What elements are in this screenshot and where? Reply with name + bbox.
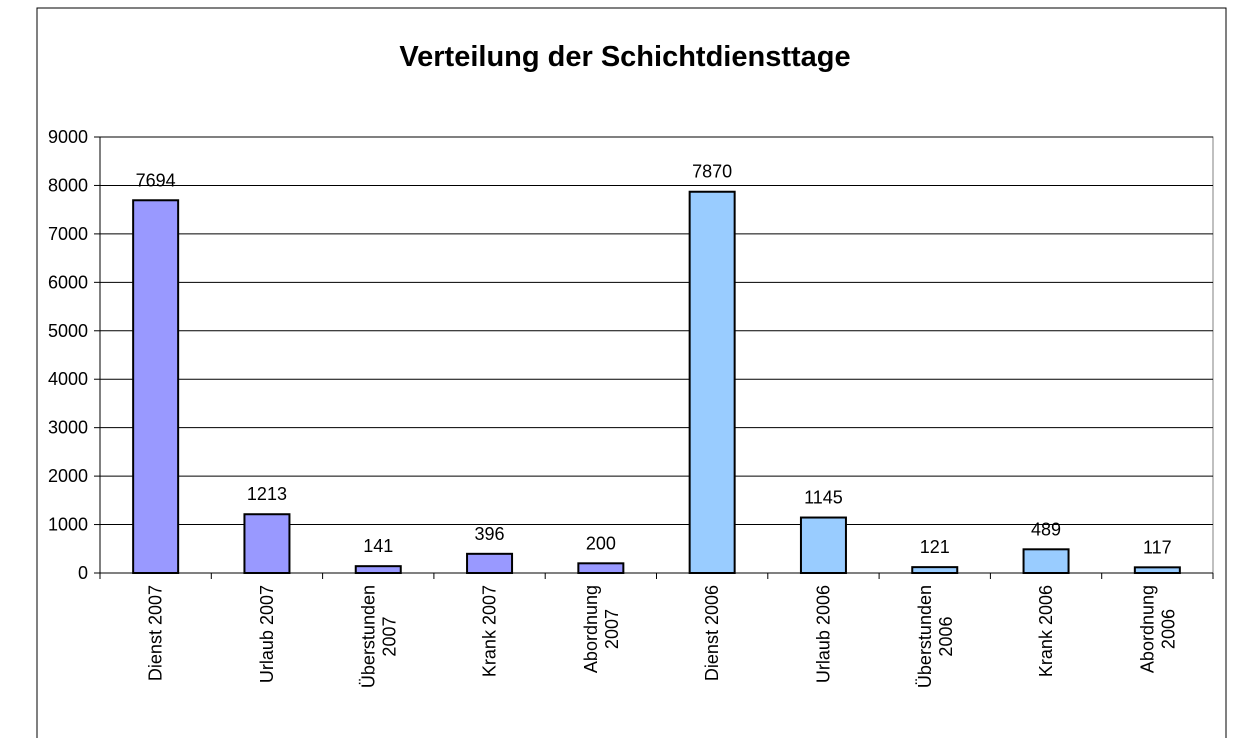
y-tick-label: 4000 — [48, 369, 88, 389]
bar — [911, 566, 959, 575]
value-label: 121 — [920, 537, 950, 557]
bar — [799, 516, 847, 575]
value-label: 1213 — [247, 484, 287, 504]
x-tick-label-line: 2006 — [1158, 609, 1178, 649]
y-tick-label: 0 — [78, 563, 88, 583]
value-label: 1145 — [804, 488, 843, 508]
x-tick-label-group: Urlaub 2006 — [813, 585, 833, 683]
x-tick-label: Überstunden2006 — [915, 585, 956, 688]
x-tick-label: Urlaub 2007 — [257, 585, 277, 683]
x-tick-label-group: Dienst 2006 — [702, 585, 722, 681]
x-tick-label-group: Krank 2006 — [1036, 585, 1056, 677]
x-tick-label: Dienst 2007 — [146, 585, 166, 681]
y-tick-label: 9000 — [48, 127, 88, 147]
bar — [466, 552, 514, 574]
bar — [243, 513, 291, 574]
x-tick-label: Abordnung2006 — [1137, 585, 1178, 673]
x-tick-label-line: Überstunden — [915, 585, 935, 688]
bar — [354, 565, 402, 574]
y-tick-label: 3000 — [48, 418, 88, 438]
y-tick-label: 7000 — [48, 224, 88, 244]
x-tick-label: Krank 2007 — [480, 585, 500, 677]
bar — [577, 562, 625, 574]
x-tick-label: Überstunden2007 — [358, 585, 399, 688]
x-tick-label-line: Abordnung — [581, 585, 601, 673]
x-tick-label: Urlaub 2006 — [813, 585, 833, 683]
y-tick-label: 5000 — [48, 321, 88, 341]
y-tick-label: 6000 — [48, 272, 88, 292]
bar — [1133, 566, 1181, 574]
x-tick-label: Krank 2006 — [1036, 585, 1056, 677]
x-tick-label-line: 2007 — [379, 617, 399, 657]
chart-title: Verteilung der Schichtdiensttage — [399, 41, 850, 73]
plot-area — [99, 136, 1214, 574]
x-tick-label-line: 2007 — [602, 609, 622, 649]
bar — [1022, 548, 1070, 575]
x-tick-label-group: Urlaub 2007 — [257, 585, 277, 683]
x-tick-label-group: Dienst 2007 — [146, 585, 166, 681]
y-tick-label: 1000 — [48, 515, 88, 535]
bar — [132, 199, 180, 575]
value-label: 396 — [475, 524, 505, 544]
x-tick-label-group: Abordnung2006 — [1137, 585, 1178, 673]
value-label: 7694 — [136, 170, 176, 190]
value-label: 489 — [1031, 519, 1061, 539]
x-tick-label-line: 2006 — [936, 617, 956, 657]
bar — [688, 190, 736, 574]
x-tick-label-line: Abordnung — [1137, 585, 1157, 673]
y-tick-label: 2000 — [48, 466, 88, 486]
value-label: 200 — [586, 533, 616, 553]
y-tick-label: 8000 — [48, 175, 88, 195]
x-tick-label-group: Abordnung2007 — [581, 585, 622, 673]
x-tick-label: Dienst 2006 — [702, 585, 722, 681]
value-label: 117 — [1143, 537, 1172, 557]
x-tick-label-group: Überstunden2006 — [915, 585, 956, 688]
value-label: 141 — [363, 536, 393, 556]
x-tick-label: Abordnung2007 — [581, 585, 622, 673]
x-tick-label-line: Überstunden — [358, 585, 378, 688]
value-label: 7870 — [692, 162, 732, 182]
x-tick-label-group: Krank 2007 — [480, 585, 500, 677]
x-tick-label-group: Überstunden2007 — [358, 585, 399, 688]
